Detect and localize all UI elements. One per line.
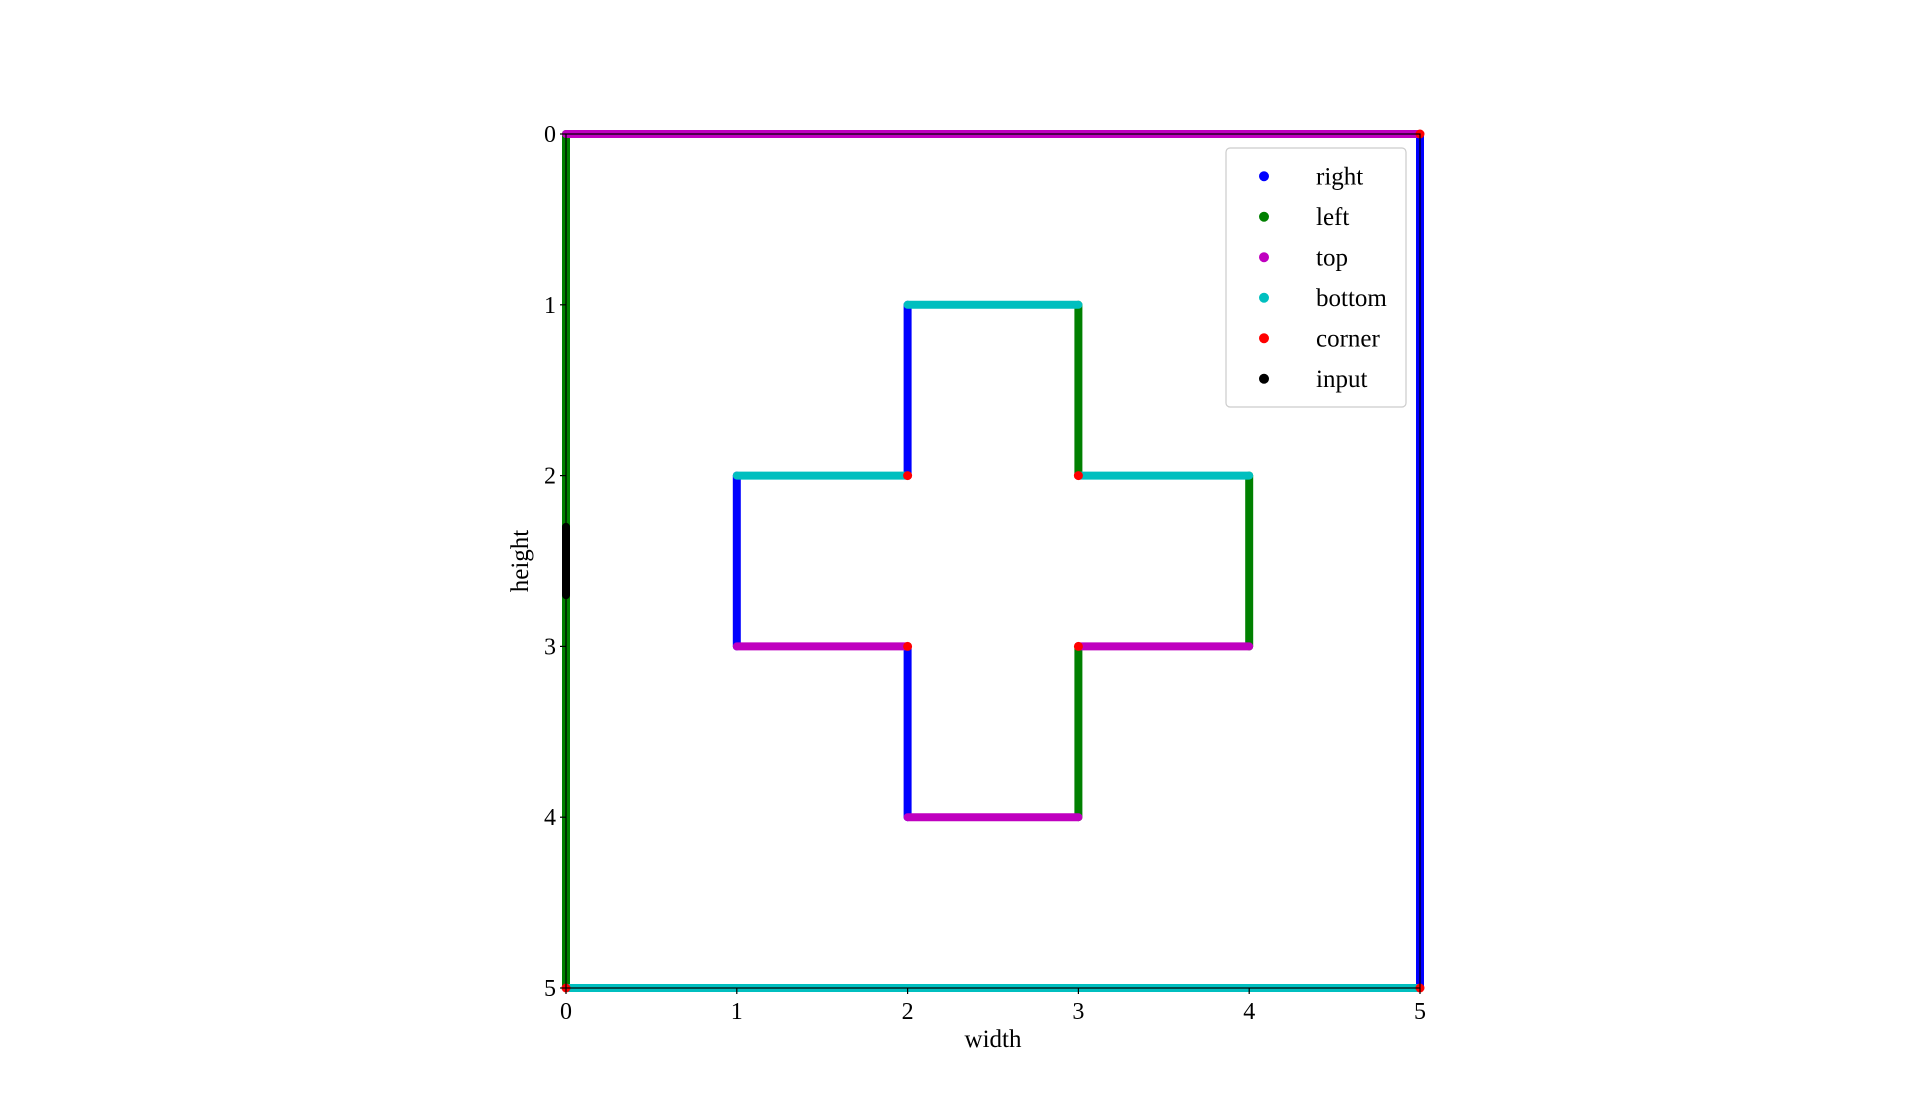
y-tick-label-2: 2 xyxy=(544,464,556,490)
legend-label-right: right xyxy=(1316,163,1363,190)
legend-label-top: top xyxy=(1316,244,1348,271)
legend-marker-input xyxy=(1259,373,1269,384)
legend: right left top bottom corner input xyxy=(1225,147,1407,408)
legend-label-left: left xyxy=(1316,204,1349,231)
series-corner-point-3 xyxy=(903,471,913,481)
legend-marker-left xyxy=(1259,211,1269,222)
x-tick-label-2: 2 xyxy=(902,999,914,1025)
x-tick-label-4: 4 xyxy=(1243,999,1255,1025)
y-axis: 0 1 2 3 4 5 xyxy=(544,122,566,1002)
legend-label-input: input xyxy=(1316,366,1367,393)
legend-label-corner: corner xyxy=(1316,325,1381,352)
legend-marker-right xyxy=(1259,171,1269,182)
x-axis: 0 1 2 3 4 5 xyxy=(560,988,1426,1025)
legend-marker-bottom xyxy=(1259,292,1269,303)
legend-marker-corner xyxy=(1259,333,1269,344)
y-tick-label-0: 0 xyxy=(544,122,556,148)
y-tick-label-5: 5 xyxy=(544,976,556,1002)
x-tick-label-5: 5 xyxy=(1414,999,1426,1025)
series-corner-point-6 xyxy=(1073,641,1083,651)
series-corner-point-5 xyxy=(903,641,913,651)
legend-box xyxy=(1225,147,1407,408)
y-tick-label-3: 3 xyxy=(544,634,556,660)
x-tick-label-3: 3 xyxy=(1072,999,1084,1025)
x-tick-label-1: 1 xyxy=(731,999,743,1025)
plot-frame xyxy=(565,133,1421,989)
y-tick-label-4: 4 xyxy=(544,805,556,831)
legend-label-bottom: bottom xyxy=(1316,285,1387,312)
y-axis-label: height xyxy=(507,530,534,593)
x-axis-label: width xyxy=(965,1026,1022,1053)
y-tick-label-1: 1 xyxy=(544,293,556,319)
series-corner-point-4 xyxy=(1073,471,1083,481)
x-tick-label-0: 0 xyxy=(560,999,572,1025)
legend-marker-top xyxy=(1259,252,1269,263)
